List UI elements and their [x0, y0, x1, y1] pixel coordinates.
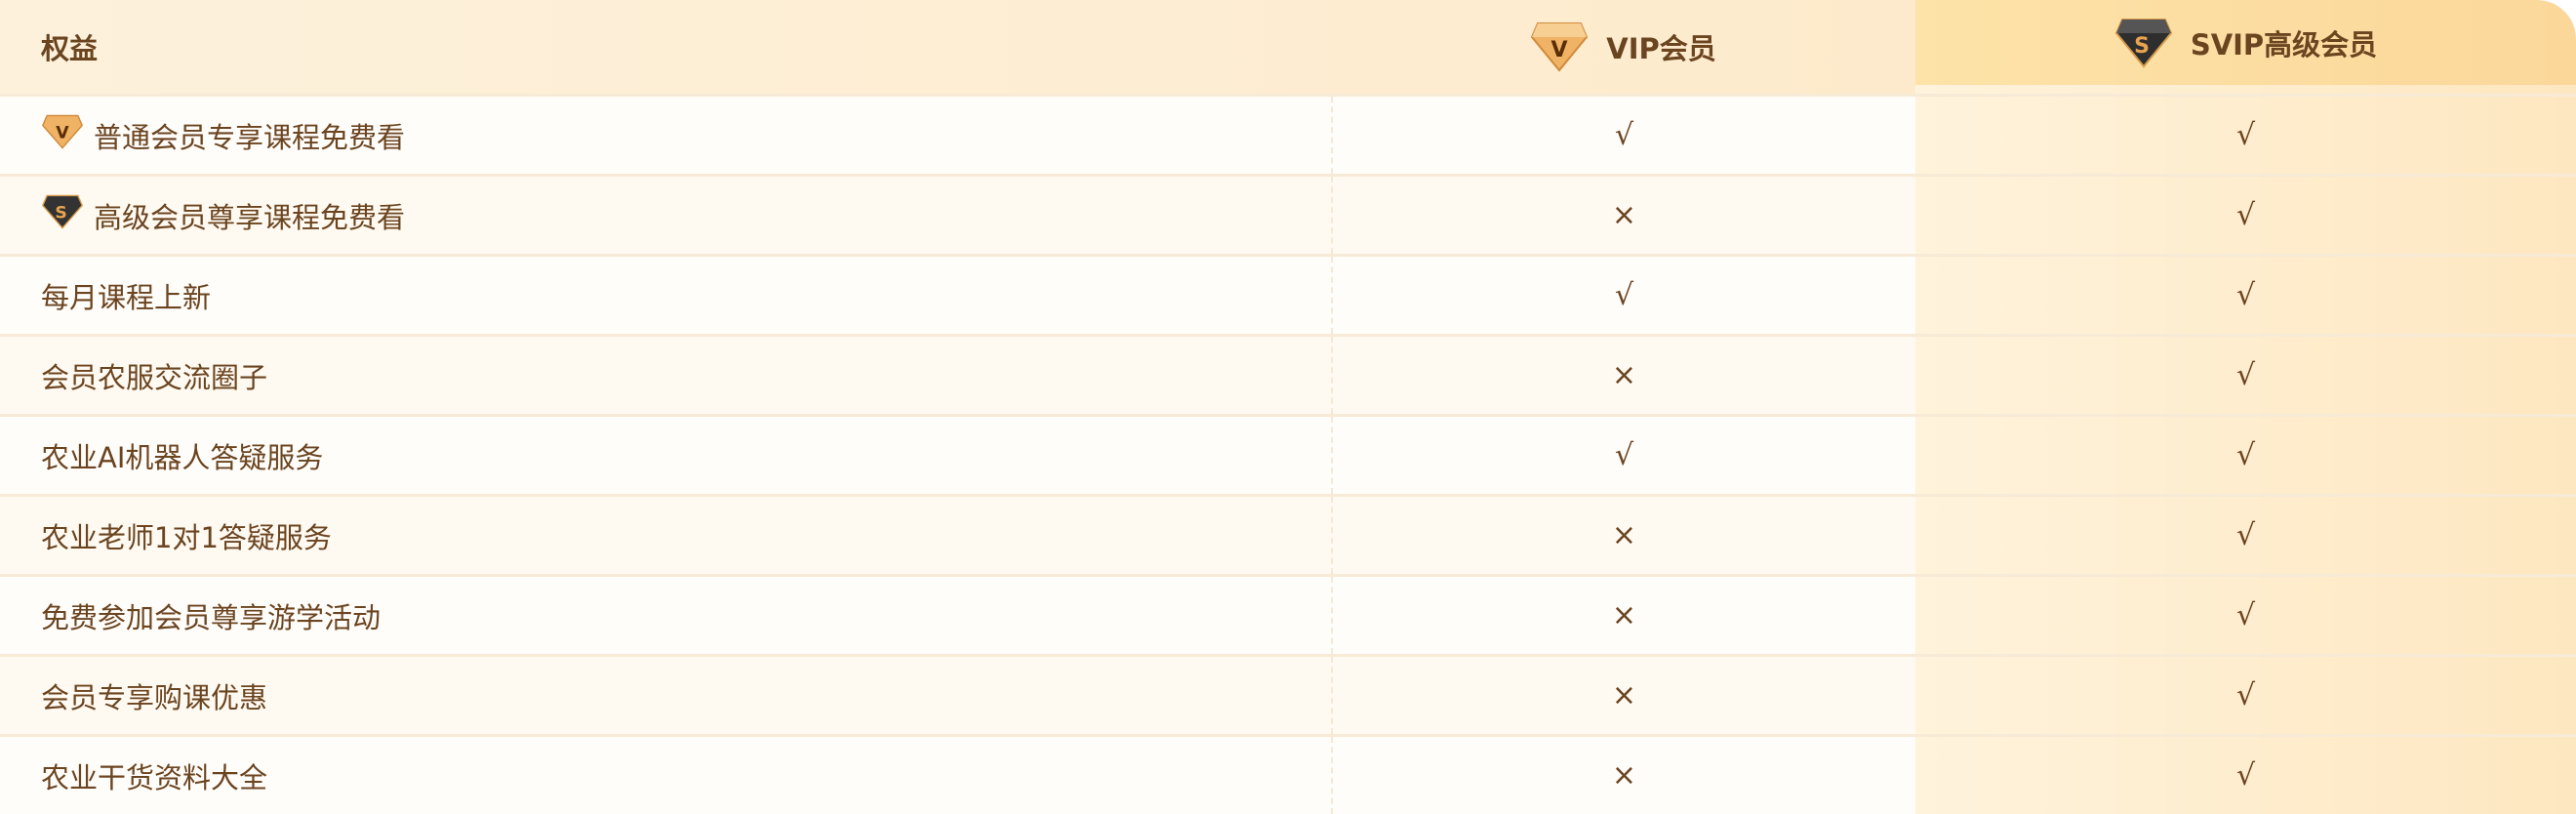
svip-diamond-icon: S: [2114, 18, 2172, 68]
table-row: V 普通会员专享课程免费看 √ √: [0, 94, 2576, 174]
benefit-name: 农业老师1对1答疑服务: [41, 497, 332, 574]
svg-text:S: S: [55, 203, 66, 223]
table-header: 权益 V VIP会员 S SVIP高级会员: [0, 0, 2576, 94]
benefit-label: 农业干货资料大全: [41, 760, 268, 794]
svip-mark: √: [1915, 257, 2576, 334]
benefit-name: S 高级会员尊享课程免费看: [41, 177, 405, 254]
benefit-label: 农业AI机器人答疑服务: [41, 440, 324, 474]
benefit-label: 会员专享购课优惠: [41, 680, 268, 714]
svip-mark: √: [1915, 177, 2576, 254]
benefit-label: 高级会员尊享课程免费看: [94, 200, 406, 234]
svip-mark: √: [1915, 417, 2576, 494]
vip-mark: ×: [1331, 577, 1915, 654]
svg-text:S: S: [2134, 34, 2150, 59]
benefit-name: 免费参加会员尊享游学活动: [41, 577, 381, 654]
benefit-label: 农业老师1对1答疑服务: [41, 520, 332, 554]
vip-mark: ×: [1331, 337, 1915, 414]
svip-mark: √: [1915, 97, 2576, 174]
header-vip: V VIP会员: [1331, 0, 1915, 94]
benefit-label: 免费参加会员尊享游学活动: [41, 600, 382, 634]
benefit-label: 会员农服交流圈子: [41, 360, 268, 394]
header-svip-label: SVIP高级会员: [2190, 27, 2378, 61]
vip-diamond-icon: V: [41, 114, 84, 156]
benefit-name: 农业干货资料大全: [41, 737, 267, 814]
vip-mark: ×: [1331, 177, 1915, 254]
svip-mark: √: [1915, 577, 2576, 654]
benefit-name: 每月课程上新: [41, 257, 211, 334]
benefit-name: 会员农服交流圈子: [41, 337, 267, 414]
vip-diamond-icon: V: [1531, 22, 1589, 72]
header-vip-label: VIP会员: [1606, 32, 1716, 65]
vip-mark: ×: [1331, 497, 1915, 574]
svip-mark: √: [1915, 497, 2576, 574]
svip-diamond-icon: S: [41, 194, 84, 236]
benefit-label: 普通会员专享课程免费看: [94, 120, 406, 154]
table-row: 会员专享购课优惠 × √: [0, 654, 2576, 734]
vip-mark: ×: [1331, 737, 1915, 814]
benefit-name: V 普通会员专享课程免费看: [41, 97, 405, 174]
header-svip: S SVIP高级会员: [1915, 0, 2576, 85]
svip-mark: √: [1915, 657, 2576, 734]
table-row: 农业AI机器人答疑服务 √ √: [0, 414, 2576, 494]
vip-mark: √: [1331, 97, 1915, 174]
header-benefit: 权益: [41, 32, 99, 65]
benefit-name: 会员专享购课优惠: [41, 657, 267, 734]
svg-text:V: V: [1551, 38, 1568, 62]
vip-mark: √: [1331, 257, 1915, 334]
benefit-name: 农业AI机器人答疑服务: [41, 417, 323, 494]
table-row: 免费参加会员尊享游学活动 × √: [0, 574, 2576, 654]
table-row: 每月课程上新 √ √: [0, 254, 2576, 334]
table-row: 会员农服交流圈子 × √: [0, 334, 2576, 414]
table-row: S 高级会员尊享课程免费看 × √: [0, 174, 2576, 254]
vip-mark: √: [1331, 417, 1915, 494]
benefit-label: 每月课程上新: [41, 280, 212, 314]
vip-mark: ×: [1331, 657, 1915, 734]
table-row: 农业干货资料大全 × √: [0, 734, 2576, 814]
svg-text:V: V: [56, 123, 69, 142]
table-row: 农业老师1对1答疑服务 × √: [0, 494, 2576, 574]
svip-mark: √: [1915, 337, 2576, 414]
svip-mark: √: [1915, 737, 2576, 814]
